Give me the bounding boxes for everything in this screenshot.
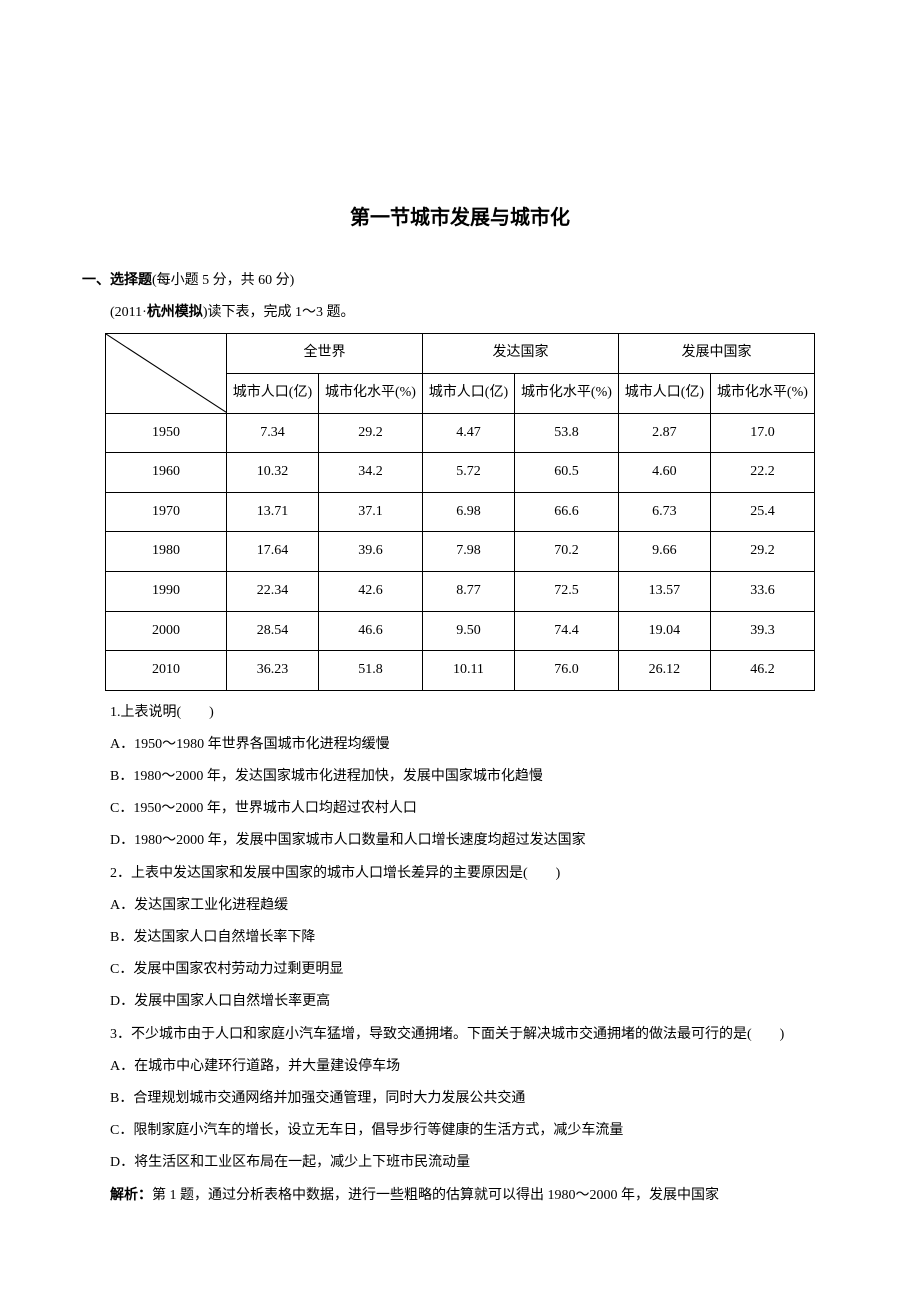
table-cell: 13.71 (227, 492, 319, 532)
table-cell: 39.6 (318, 532, 422, 572)
table-cell: 17.64 (227, 532, 319, 572)
table-cell: 46.6 (318, 611, 422, 651)
table-group-header: 发展中国家 (618, 334, 814, 374)
answer-line: 解析：第 1 题，通过分析表格中数据，进行一些粗略的估算就可以得出 1980～2… (82, 1180, 838, 1212)
section-heading-suffix: (每小题 5 分，共 60 分) (152, 273, 294, 288)
q1-option-c: C．1950～2000 年，世界城市人口均超过农村人口 (82, 793, 838, 825)
table-cell-year: 1990 (106, 571, 227, 611)
data-table: 全世界 发达国家 发展中国家 城市人口(亿) 城市化水平(%) 城市人口(亿) … (105, 333, 815, 690)
table-row: 1970 13.71 37.1 6.98 66.6 6.73 25.4 (106, 492, 815, 532)
table-sub-header: 城市化水平(%) (318, 373, 422, 413)
table-cell: 51.8 (318, 651, 422, 691)
table-cell-year: 1960 (106, 453, 227, 493)
q3-stem: 3．不少城市由于人口和家庭小汽车猛增，导致交通拥堵。下面关于解决城市交通拥堵的做… (82, 1019, 838, 1051)
table-cell: 25.4 (710, 492, 814, 532)
q1-option-b: B．1980～2000 年，发达国家城市化进程加快，发展中国家城市化趋慢 (82, 761, 838, 793)
table-cell: 6.98 (422, 492, 514, 532)
table-cell: 10.11 (422, 651, 514, 691)
table-row: 2010 36.23 51.8 10.11 76.0 26.12 46.2 (106, 651, 815, 691)
table-cell: 10.32 (227, 453, 319, 493)
answer-label: 解析： (110, 1188, 152, 1203)
table-cell: 60.5 (514, 453, 618, 493)
table-cell: 5.72 (422, 453, 514, 493)
table-row: 1980 17.64 39.6 7.98 70.2 9.66 29.2 (106, 532, 815, 572)
table-cell: 13.57 (618, 571, 710, 611)
q3-option-b: B．合理规划城市交通网络并加强交通管理，同时大力发展公共交通 (82, 1083, 838, 1115)
table-sub-header: 城市人口(亿) (618, 373, 710, 413)
table-cell: 34.2 (318, 453, 422, 493)
table-sub-header: 城市化水平(%) (514, 373, 618, 413)
intro-bold: 杭州模拟 (147, 305, 203, 320)
q1-stem: 1.上表说明( ) (82, 697, 838, 729)
table-row: 1950 7.34 29.2 4.47 53.8 2.87 17.0 (106, 413, 815, 453)
table-cell: 37.1 (318, 492, 422, 532)
table-corner-cell (106, 334, 227, 413)
table-cell: 4.47 (422, 413, 514, 453)
table-cell: 4.60 (618, 453, 710, 493)
q2-option-c: C．发展中国家农村劳动力过剩更明显 (82, 954, 838, 986)
table-row: 1960 10.32 34.2 5.72 60.5 4.60 22.2 (106, 453, 815, 493)
table-cell: 76.0 (514, 651, 618, 691)
table-cell: 42.6 (318, 571, 422, 611)
table-cell: 39.3 (710, 611, 814, 651)
table-row: 2000 28.54 46.6 9.50 74.4 19.04 39.3 (106, 611, 815, 651)
table-cell-year: 2000 (106, 611, 227, 651)
table-cell: 8.77 (422, 571, 514, 611)
table-cell: 7.34 (227, 413, 319, 453)
table-cell: 17.0 (710, 413, 814, 453)
table-group-header: 发达国家 (422, 334, 618, 374)
q1-option-d: D．1980～2000 年，发展中国家城市人口数量和人口增长速度均超过发达国家 (82, 825, 838, 857)
table-cell: 29.2 (710, 532, 814, 572)
table-cell: 19.04 (618, 611, 710, 651)
table-cell-year: 1950 (106, 413, 227, 453)
section-heading-prefix: 一、选择题 (82, 271, 152, 287)
intro-prefix: (2011· (110, 305, 147, 320)
table-cell: 9.50 (422, 611, 514, 651)
table-cell: 7.98 (422, 532, 514, 572)
intro-suffix: )读下表，完成 1～3 题。 (203, 305, 355, 320)
table-cell: 22.2 (710, 453, 814, 493)
page-title: 第一节城市发展与城市化 (82, 195, 838, 241)
q3-option-c: C．限制家庭小汽车的增长，设立无车日，倡导步行等健康的生活方式，减少车流量 (82, 1115, 838, 1147)
q2-option-b: B．发达国家人口自然增长率下降 (82, 922, 838, 954)
q2-option-d: D．发展中国家人口自然增长率更高 (82, 986, 838, 1018)
table-cell: 29.2 (318, 413, 422, 453)
table-cell: 22.34 (227, 571, 319, 611)
table-sub-header: 城市人口(亿) (422, 373, 514, 413)
q3-option-a: A．在城市中心建环行道路，并大量建设停车场 (82, 1051, 838, 1083)
q2-stem: 2．上表中发达国家和发展中国家的城市人口增长差异的主要原因是( ) (82, 858, 838, 890)
table-sub-header: 城市人口(亿) (227, 373, 319, 413)
page-container: 第一节城市发展与城市化 一、选择题(每小题 5 分，共 60 分) (2011·… (0, 0, 920, 1272)
table-row: 1990 22.34 42.6 8.77 72.5 13.57 33.6 (106, 571, 815, 611)
table-cell: 28.54 (227, 611, 319, 651)
table-group-header: 全世界 (227, 334, 423, 374)
table-cell-year: 1970 (106, 492, 227, 532)
table-cell-year: 2010 (106, 651, 227, 691)
table-cell: 26.12 (618, 651, 710, 691)
answer-text: 第 1 题，通过分析表格中数据，进行一些粗略的估算就可以得出 1980～2000… (152, 1188, 719, 1203)
table-cell: 9.66 (618, 532, 710, 572)
q2-option-a: A．发达国家工业化进程趋缓 (82, 890, 838, 922)
table-cell: 66.6 (514, 492, 618, 532)
table-header-row-1: 全世界 发达国家 发展中国家 (106, 334, 815, 374)
table-cell-year: 1980 (106, 532, 227, 572)
diagonal-line-icon (106, 334, 226, 412)
table-sub-header: 城市化水平(%) (710, 373, 814, 413)
table-cell: 6.73 (618, 492, 710, 532)
table-cell: 46.2 (710, 651, 814, 691)
table-cell: 36.23 (227, 651, 319, 691)
table-cell: 33.6 (710, 571, 814, 611)
table-cell: 72.5 (514, 571, 618, 611)
table-cell: 53.8 (514, 413, 618, 453)
table-cell: 2.87 (618, 413, 710, 453)
q1-option-a: A．1950～1980 年世界各国城市化进程均缓慢 (82, 729, 838, 761)
table-cell: 74.4 (514, 611, 618, 651)
table-cell: 70.2 (514, 532, 618, 572)
section-heading: 一、选择题(每小题 5 分，共 60 分) (82, 263, 838, 297)
q3-option-d: D．将生活区和工业区布局在一起，减少上下班市民流动量 (82, 1147, 838, 1179)
intro-line: (2011·杭州模拟)读下表，完成 1～3 题。 (82, 297, 838, 329)
